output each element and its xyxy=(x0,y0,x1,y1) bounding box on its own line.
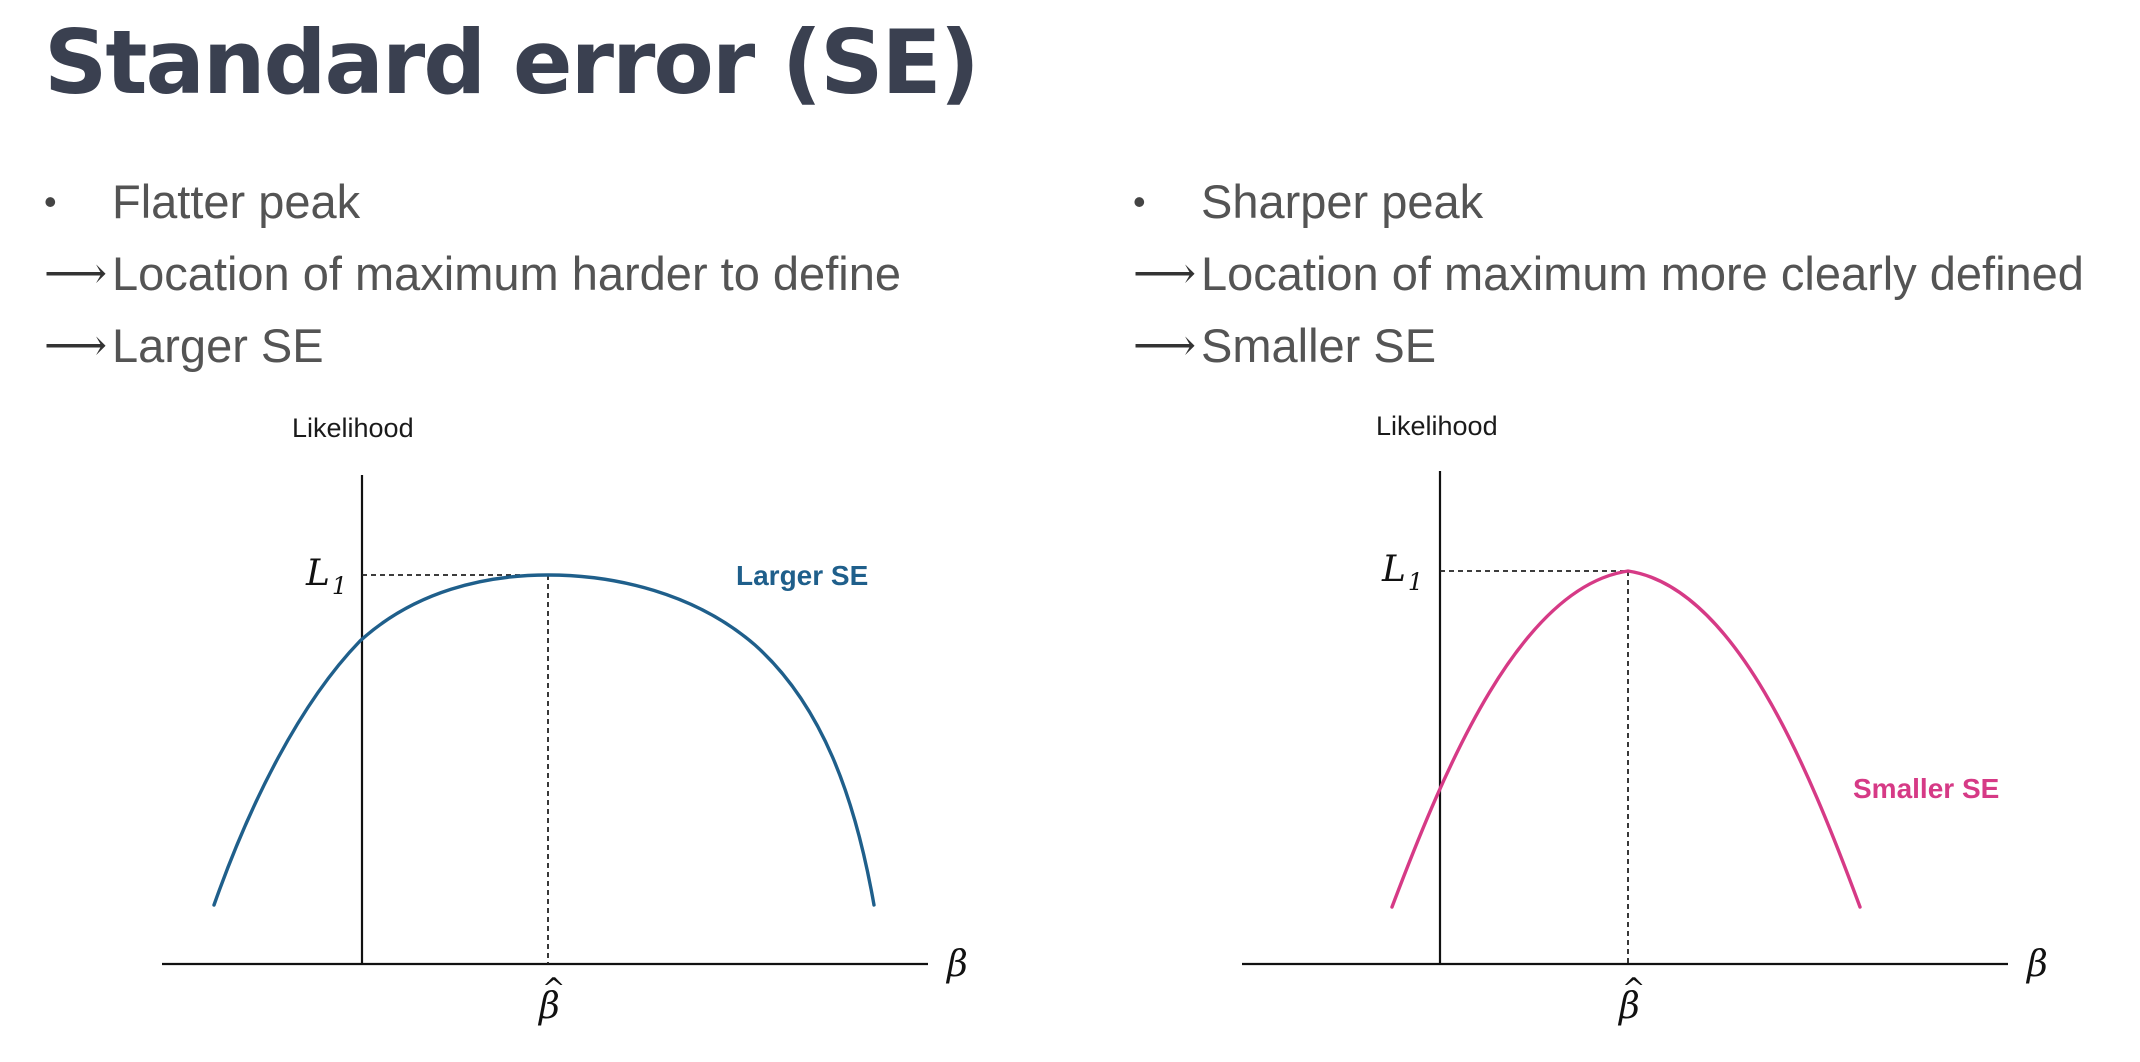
bullet-icon: • xyxy=(1133,181,1146,222)
left-line2-text: Location of maximum harder to define xyxy=(112,247,901,300)
peak-likelihood-label: L1 xyxy=(1381,549,1423,596)
right-bullet-text: Sharper peak xyxy=(1201,175,1484,228)
smaller-se-curve xyxy=(1390,569,1862,909)
right-arrow-line-2: ⟶ Smaller SE xyxy=(1133,310,2084,382)
left-arrow-line-1: ⟶ Location of maximum harder to define xyxy=(44,238,901,310)
right-column: • Sharper peak ⟶ Location of maximum more … xyxy=(1133,166,2084,382)
beta-hat-marker: β xyxy=(1617,986,1640,1027)
beta-hat-accent: ^ xyxy=(1622,972,1645,1005)
larger-se-curve xyxy=(212,573,876,907)
smaller-se-likelihood-plot: Likelihood L1 Smaller SE β β ^ xyxy=(1242,411,2048,1027)
beta-hat-marker: β xyxy=(537,986,560,1027)
peak-likelihood-label: L1 xyxy=(305,553,347,600)
left-bullet-line: • Flatter peak xyxy=(44,166,901,238)
left-bullet-text: Flatter peak xyxy=(112,175,361,228)
left-line3-text: Larger SE xyxy=(112,319,324,372)
right-line3-text: Smaller SE xyxy=(1201,319,1437,372)
beta-axis-label: β xyxy=(945,944,968,985)
left-arrow-line-2: ⟶ Larger SE xyxy=(44,310,901,382)
likelihood-axis-label: Likelihood xyxy=(1376,411,1498,441)
larger-se-label: Larger SE xyxy=(736,560,868,591)
right-arrow-line-1: ⟶ Location of maximum more clearly define… xyxy=(1133,238,2084,310)
smaller-se-label: Smaller SE xyxy=(1853,773,1999,804)
beta-hat-accent: ^ xyxy=(542,972,565,1005)
right-arrow-icon: ⟶ xyxy=(1133,320,1197,371)
right-arrow-icon: ⟶ xyxy=(1133,248,1197,299)
right-line2-text: Location of maximum more clearly defined xyxy=(1201,247,2084,300)
slide-title: Standard error (SE) xyxy=(44,11,980,114)
right-arrow-icon: ⟶ xyxy=(44,320,108,371)
right-bullet-line: • Sharper peak xyxy=(1133,166,2084,238)
larger-se-likelihood-plot: Likelihood L1 Larger SE β β ^ xyxy=(162,413,968,1027)
likelihood-axis-label: Likelihood xyxy=(292,413,414,443)
right-arrow-icon: ⟶ xyxy=(44,248,108,299)
beta-axis-label: β xyxy=(2025,944,2048,985)
left-column: • Flatter peak ⟶ Location of maximum harde… xyxy=(44,166,901,382)
bullet-icon: • xyxy=(44,181,57,222)
